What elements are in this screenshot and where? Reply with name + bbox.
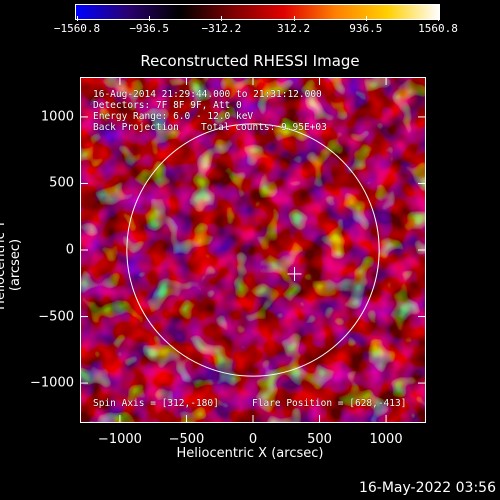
colorbar-tick-mark [438,16,439,21]
y-tick-label: 500 [49,175,74,191]
colorbar-tick-label: 1560.8 [418,22,458,35]
y-tick-label: 0 [65,242,74,258]
colorbar [75,4,440,20]
footer-date: 16-May-2022 03:56 [358,480,496,496]
solar-limb-circle [126,123,380,377]
colorbar-tick-mark [77,16,78,21]
colorbar-tick-mark [221,16,223,21]
x-tick-label: −1000 [97,432,142,447]
rhessi-map [80,77,426,423]
map-intensity-image [80,77,426,423]
colorbar-tick-mark [293,16,295,21]
colorbar-tick-mark [149,16,151,21]
info-flare-position: Flare Position = [628,-413] [252,398,407,409]
colorbar-tick-label: 312.2 [277,22,311,35]
x-axis-label: Heliocentric X (arcsec) [176,446,324,461]
colorbar-tick-label: −936.5 [129,22,170,35]
x-tick-label: 500 [307,432,332,447]
y-tick-label: −1000 [30,375,74,391]
info-energy: Energy Range: 6.0 - 12.0 keV [93,111,254,122]
axis-ticks [80,77,426,423]
x-tick-label: 1000 [369,432,403,447]
y-tick-label: −500 [38,309,74,325]
info-spin-axis: Spin Axis = [312,-180] [93,398,219,409]
x-tick-label: −500 [168,432,205,447]
info-total-counts: Total counts: 9.95E+03 [201,122,327,133]
colorbar-tick-mark [365,16,367,21]
colorbar-tick-label: −1560.8 [53,22,101,35]
info-time: 16-Aug-2014 21:29:44.000 to 21:31:12.000 [93,89,322,100]
y-tick-label: 1000 [40,109,74,125]
plot-title: Reconstructed RHESSI Image [140,52,360,70]
info-method: Back Projection [93,122,179,133]
spin-axis-cross [287,266,302,281]
y-axis-label: Heliocentric Y (arcsec) [0,220,23,310]
info-detectors: Detectors: 7F 8F 9F, Att 0 [93,100,242,111]
colorbar-tick-label: 936.5 [349,22,383,35]
colorbar-tick-label: −312.2 [201,22,242,35]
x-tick-label: 0 [248,432,258,447]
